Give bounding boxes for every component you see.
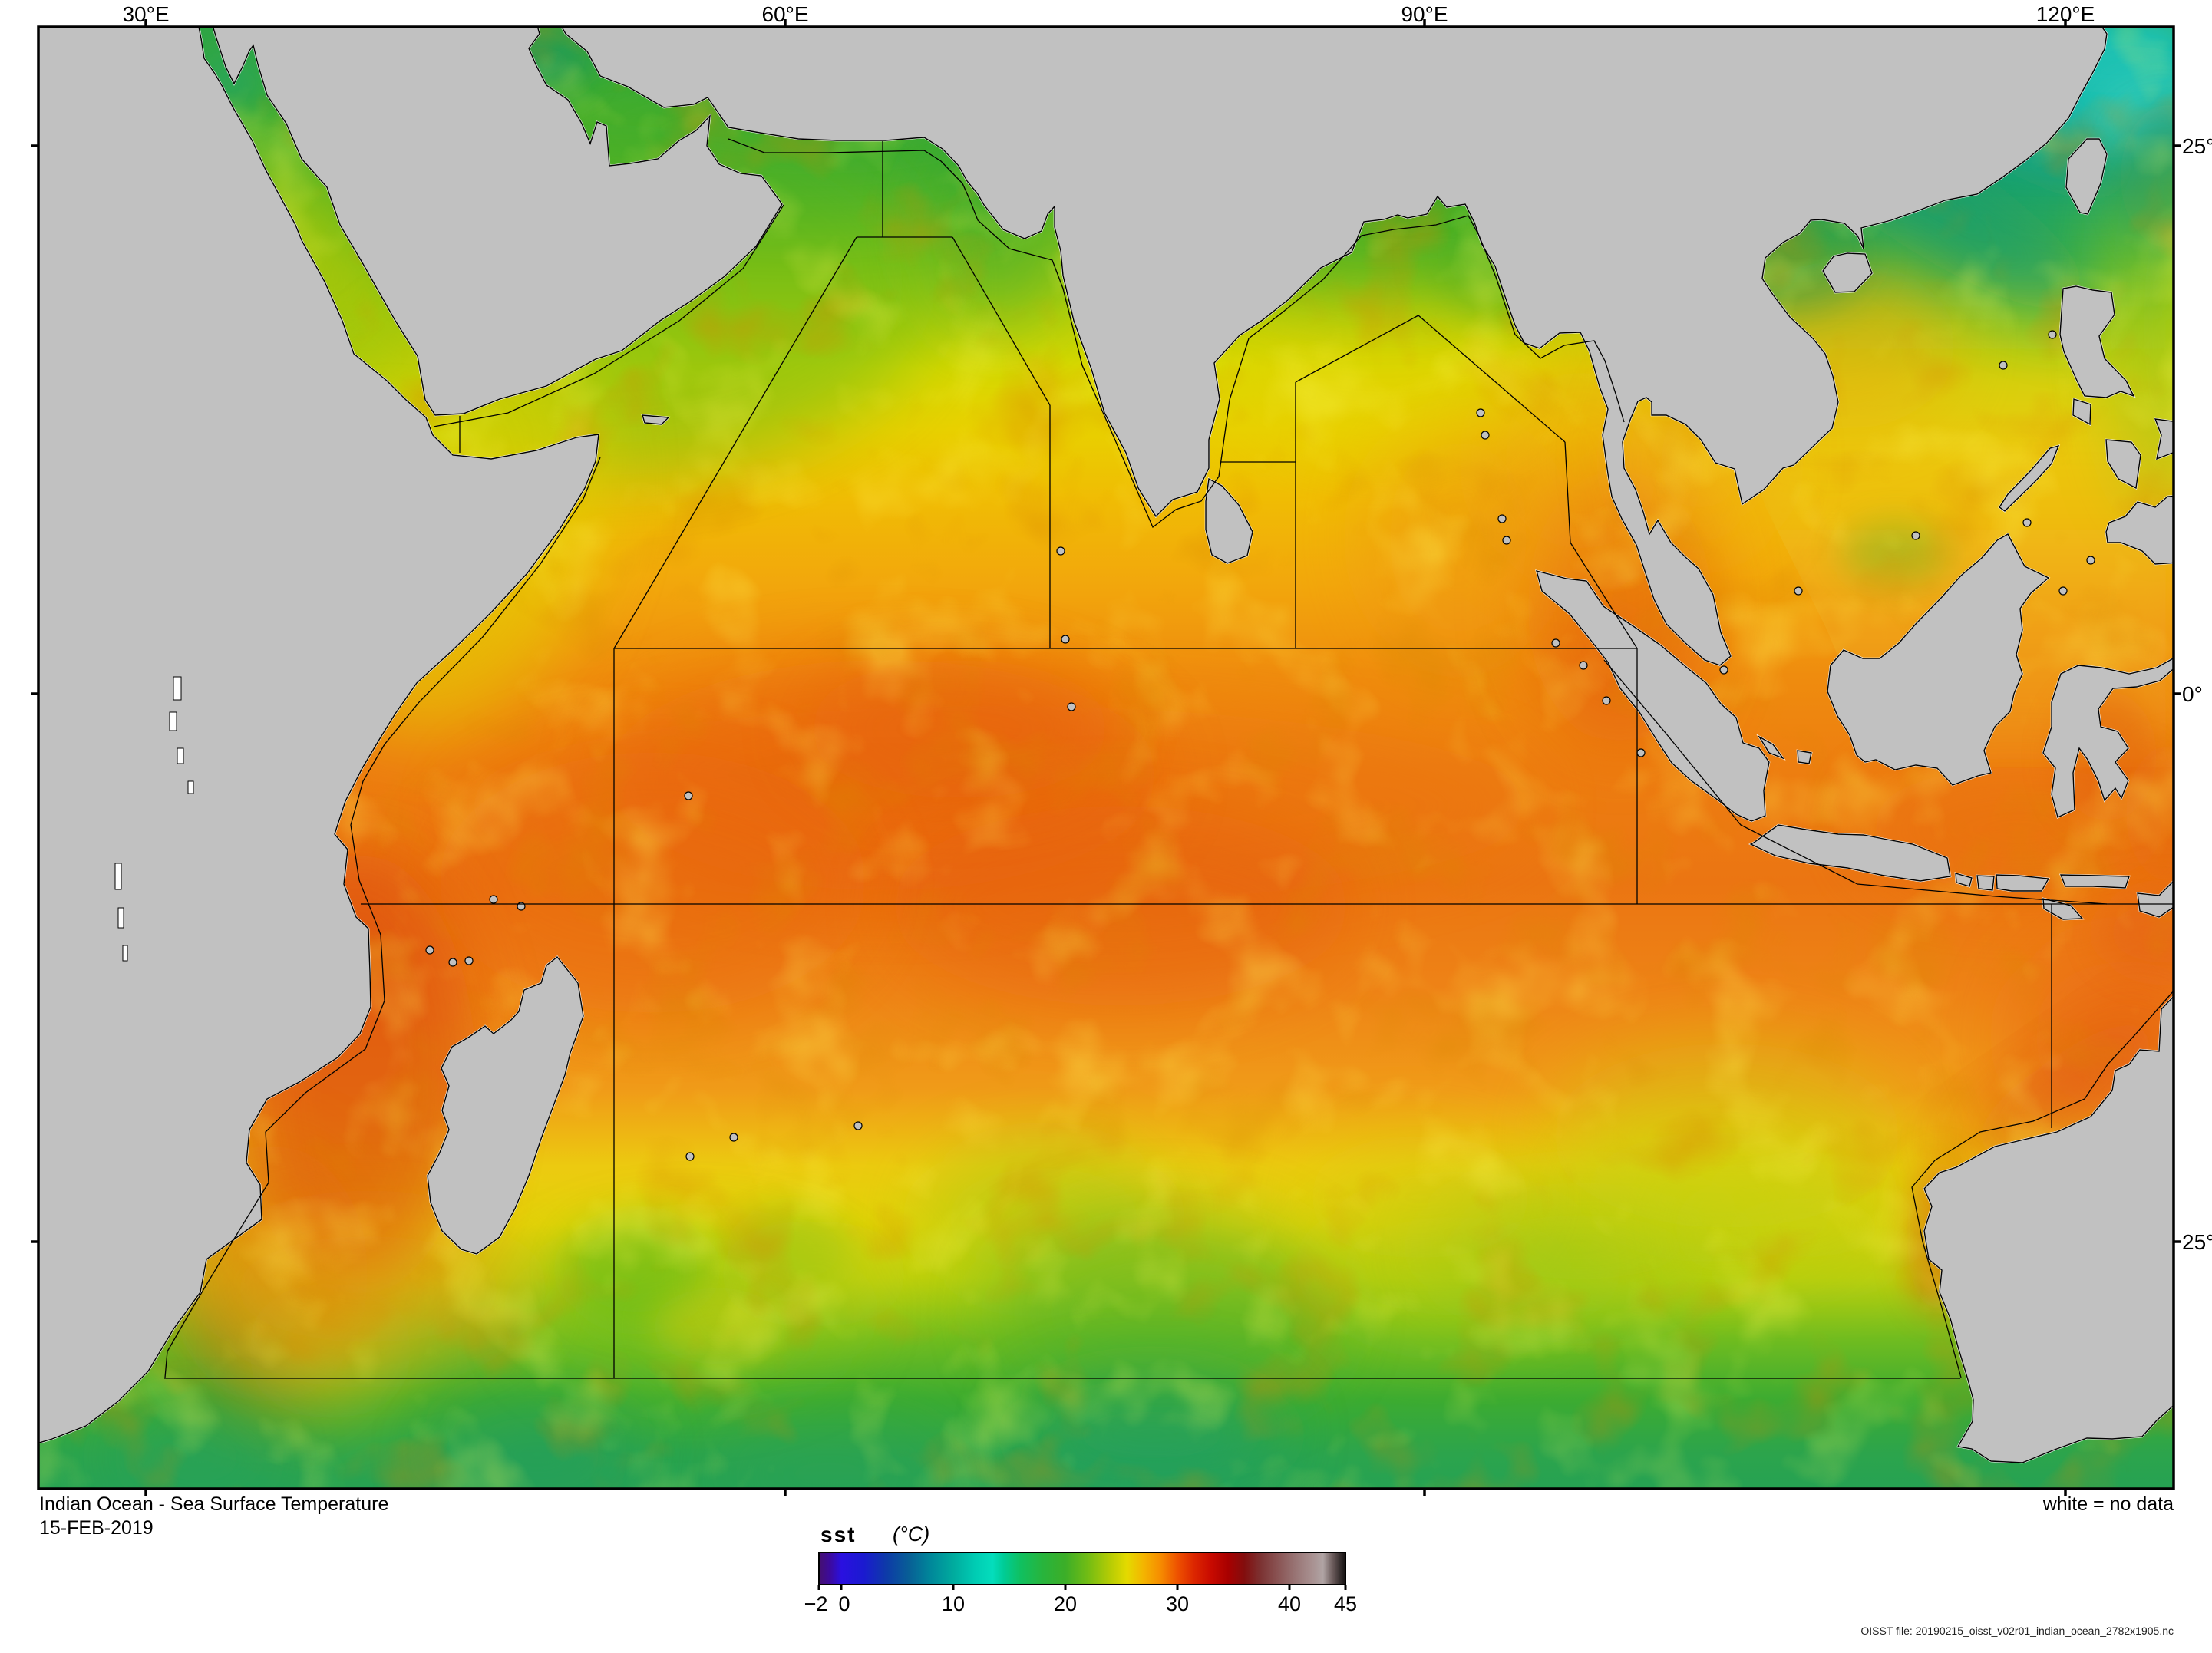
svg-text:0°: 0° bbox=[2182, 682, 2203, 706]
svg-text:white = no data: white = no data bbox=[2042, 1493, 2174, 1515]
svg-text:120°E: 120°E bbox=[2036, 2, 2095, 26]
svg-text:(°C): (°C) bbox=[893, 1523, 929, 1546]
svg-text:25°: 25° bbox=[2182, 134, 2212, 158]
svg-text:45: 45 bbox=[1334, 1592, 1357, 1615]
svg-text:20: 20 bbox=[1054, 1592, 1077, 1615]
svg-text:40: 40 bbox=[1278, 1592, 1301, 1615]
svg-text:60°E: 60°E bbox=[761, 2, 808, 26]
svg-text:30: 30 bbox=[1166, 1592, 1189, 1615]
svg-text:10: 10 bbox=[942, 1592, 965, 1615]
svg-text:25°: 25° bbox=[2182, 1230, 2212, 1254]
svg-text:0: 0 bbox=[838, 1592, 850, 1615]
svg-text:−2: −2 bbox=[804, 1592, 828, 1615]
svg-text:90°E: 90°E bbox=[1401, 2, 1448, 26]
svg-text:15-FEB-2019: 15-FEB-2019 bbox=[39, 1517, 154, 1539]
svg-text:30°E: 30°E bbox=[122, 2, 169, 26]
svg-text:Indian Ocean - Sea Surface Tem: Indian Ocean - Sea Surface Temperature bbox=[39, 1493, 388, 1515]
svg-text:OISST file: 20190215_oisst_v02: OISST file: 20190215_oisst_v02r01_indian… bbox=[1860, 1625, 2174, 1637]
svg-text:sst: sst bbox=[820, 1523, 856, 1546]
